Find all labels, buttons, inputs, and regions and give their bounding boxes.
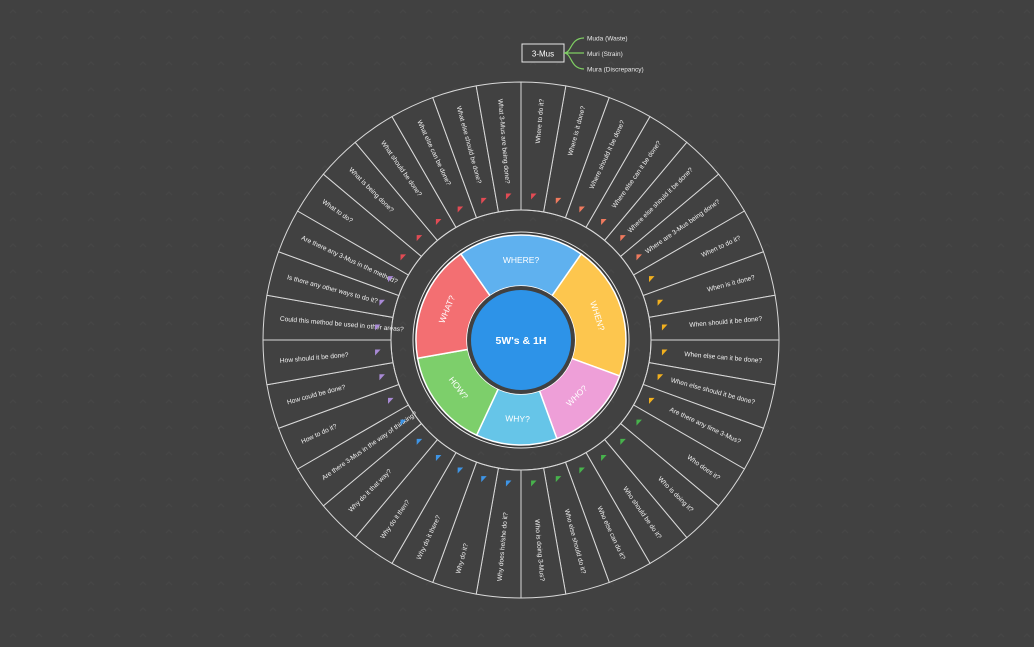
priority-flag-icon <box>387 397 394 404</box>
question-wedge[interactable]: Who else can do it? <box>564 451 651 584</box>
three-mus-item-muri: Muri (Strain) <box>587 51 623 58</box>
priority-flag-icon <box>387 276 394 283</box>
three-mus-item-mura: Mura (Discrepancy) <box>587 67 644 74</box>
priority-flag-icon <box>601 219 607 226</box>
priority-flag-icon <box>649 276 655 283</box>
three-mus-item-muda: Muda (Waste) <box>587 36 628 43</box>
priority-flag-icon <box>457 206 464 213</box>
priority-flag-icon <box>531 480 537 487</box>
three-mus-connector <box>563 37 585 70</box>
priority-flag-icon <box>400 254 407 261</box>
priority-flag-icon <box>579 467 585 474</box>
priority-flag-icon <box>379 299 385 306</box>
priority-flag-icon <box>620 438 626 445</box>
category-label: WHERE? <box>503 255 540 265</box>
question-wedge[interactable]: Why do it there? <box>391 451 478 584</box>
center-hub-circle[interactable] <box>471 290 571 390</box>
question-text: Where to do it? <box>535 98 546 143</box>
priority-flag-icon <box>416 235 423 242</box>
center-hub-label: 5W's & 1H <box>496 335 547 347</box>
priority-flag-icon <box>505 193 512 200</box>
priority-flag-icon <box>375 324 381 331</box>
priority-flag-icon <box>505 480 512 487</box>
question-wedge[interactable]: When to do it? <box>632 210 765 297</box>
priority-flag-icon <box>657 374 664 381</box>
priority-flag-icon <box>457 467 464 474</box>
priority-flag-icon <box>661 349 668 356</box>
center-hub[interactable]: 5W's & 1H <box>467 286 575 394</box>
three-mus-node[interactable]: 3-Mus Muda (Waste) Muri (Strain) Mura (D… <box>521 36 644 74</box>
question-wedge[interactable]: How should it be done? <box>262 339 394 386</box>
priority-flag-icon <box>400 419 407 426</box>
priority-flag-icon <box>636 254 642 261</box>
priority-flag-icon <box>555 197 562 204</box>
question-wedge[interactable]: What 3-Mus are being done? <box>475 81 522 213</box>
priority-flag-icon <box>531 193 537 200</box>
three-mus-title: 3-Mus <box>532 50 554 59</box>
category-segment-what[interactable]: WHAT? <box>415 252 492 360</box>
priority-flag-icon <box>481 476 487 483</box>
priority-flag-icon <box>435 454 442 461</box>
category-segment-who[interactable]: WHO? <box>538 357 621 440</box>
priority-flag-icon <box>416 438 423 445</box>
priority-flag-icon <box>661 324 668 331</box>
priority-flag-icon <box>649 397 655 404</box>
category-label: WHY? <box>505 413 530 424</box>
priority-flag-icon <box>601 454 607 461</box>
priority-flag-icon <box>636 419 642 426</box>
outer-ring-inner-edge <box>390 209 652 471</box>
priority-flag-icon <box>579 206 585 213</box>
priority-flag-icon <box>435 219 442 226</box>
priority-flag-icon <box>657 299 664 306</box>
priority-flag-icon <box>375 349 381 356</box>
outer-question-ring: Where is it done? Where should it be done… <box>262 81 780 599</box>
priority-flag-icon <box>620 235 626 242</box>
priority-flag-icon <box>555 476 562 483</box>
priority-flag-icon <box>481 197 487 204</box>
priority-flag-icon <box>379 374 385 381</box>
question-wedge[interactable]: Could this method be used in other areas… <box>262 294 404 341</box>
question-wedge[interactable]: When else should it be done? <box>642 361 776 429</box>
